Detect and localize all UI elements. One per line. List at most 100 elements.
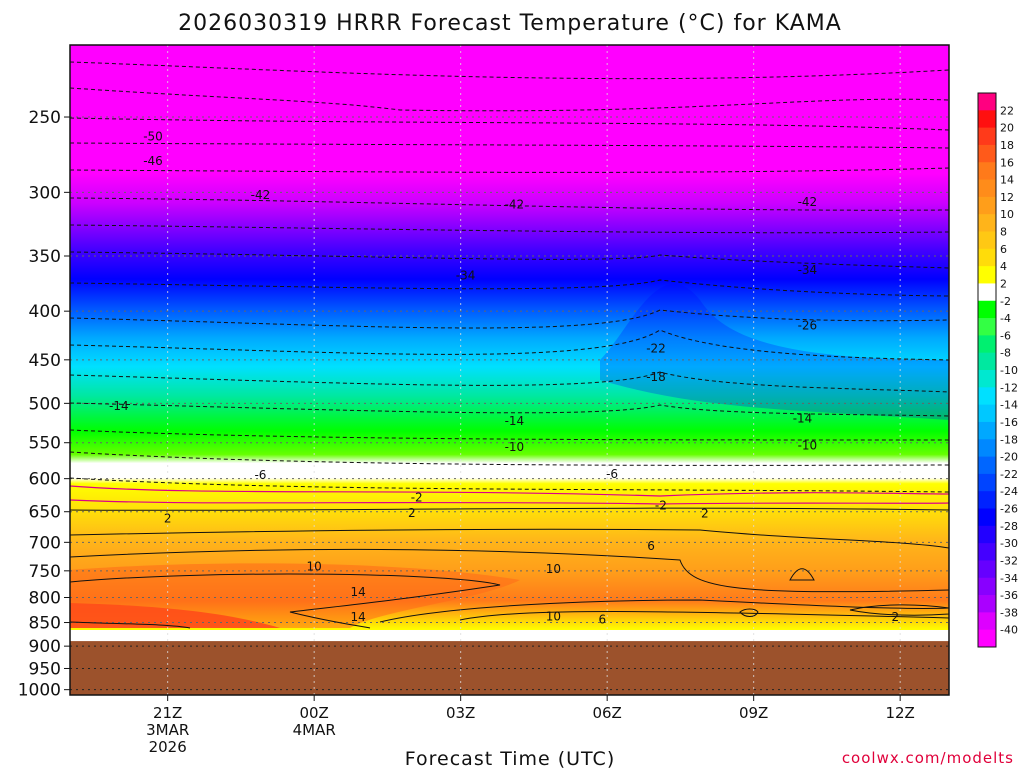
y-tick-label: 850 <box>29 614 61 634</box>
colorbar-label: -32 <box>1000 554 1018 567</box>
isotherm-label: 14 <box>350 585 365 599</box>
colorbar-label: -36 <box>1000 589 1018 602</box>
isotherm-label: 6 <box>647 539 655 553</box>
colorbar-swatch <box>978 300 996 319</box>
colorbar-swatch <box>978 93 996 111</box>
colorbar-swatch <box>978 352 996 371</box>
colorbar-swatch <box>978 439 996 457</box>
isotherm-line <box>69 548 950 593</box>
isotherm-line <box>69 573 501 629</box>
isotherm-line <box>69 507 950 511</box>
y-tick-label: 300 <box>29 183 61 203</box>
colorbar-swatch <box>978 370 996 388</box>
colorbar-label: -2 <box>1000 295 1011 308</box>
warm-layer-orange <box>70 563 520 628</box>
y-tick-label: 1000 <box>18 681 61 701</box>
y-tick-label: 700 <box>29 533 61 553</box>
colorbar-label: 16 <box>1000 156 1014 169</box>
colorbar-label: -10 <box>1000 364 1018 377</box>
colorbar-label: -20 <box>1000 451 1018 464</box>
plot-area: -50-46-42-42 -42-34 -34-26-22-18-14-14 -14-… <box>69 44 950 696</box>
colorbar-frame <box>977 92 997 648</box>
vertical-gridlines <box>167 45 901 695</box>
x-tick-label: 00Z <box>299 704 328 722</box>
isotherm-line <box>69 197 950 211</box>
isotherm-line <box>379 599 950 623</box>
isotherm-line <box>69 309 950 329</box>
colorbar-label: -26 <box>1000 503 1018 516</box>
isotherm-label: -6 <box>606 467 618 481</box>
colorbar-swatch <box>978 577 996 596</box>
colorbar-swatch <box>978 231 996 250</box>
colorbar-swatch <box>978 266 996 284</box>
colorbar-swatch <box>978 560 996 579</box>
isotherm-labels: -50-46-42-42 -42-34 -34-26-22-18-14-14 -14-… <box>109 129 899 626</box>
isotherm-label: -10 <box>798 439 818 453</box>
isotherm-line <box>69 87 950 112</box>
isotherm-label: -2 <box>411 490 423 504</box>
colorbar-label: -28 <box>1000 520 1018 533</box>
isotherm-label: -14 <box>505 414 525 428</box>
isotherm-line <box>69 528 950 549</box>
colorbar-swatch <box>978 421 996 440</box>
isotherm-zero-line <box>69 499 950 505</box>
colorbar-swatch <box>978 404 996 423</box>
x-tick-label: 09Z <box>739 704 768 722</box>
isotherm-line <box>739 608 759 617</box>
isotherm-label: -14 <box>109 399 129 413</box>
colorbar-label: -34 <box>1000 572 1018 585</box>
colorbar-label: 8 <box>1000 226 1007 239</box>
colorbar-swatch <box>978 196 996 215</box>
y-tick-label: 800 <box>29 588 61 608</box>
colorbar-label: 14 <box>1000 174 1014 187</box>
isotherm-label: -46 <box>143 154 163 168</box>
colorbar-label: -22 <box>1000 468 1018 481</box>
isotherm-label: 10 <box>546 610 561 624</box>
isotherm-label: 2 <box>701 507 709 521</box>
x-tick-label: 3MAR <box>146 721 189 739</box>
x-tick-label: 06Z <box>592 704 621 722</box>
isotherm-line <box>69 402 950 417</box>
y-tick-label: 900 <box>29 637 61 657</box>
isotherm-label: -22 <box>646 342 666 356</box>
isotherm-label: -10 <box>505 440 525 454</box>
colorbar-label: 12 <box>1000 191 1014 204</box>
y-tick-label: 500 <box>29 394 61 414</box>
isotherm-line <box>69 621 191 629</box>
colorbar-swatch <box>978 110 996 129</box>
colorbar-label: -12 <box>1000 381 1018 394</box>
colorbar-swatch <box>978 456 996 475</box>
colorbar-swatch <box>978 179 996 198</box>
isotherm-label: 2 <box>408 506 416 520</box>
isotherm-line <box>69 371 950 393</box>
isotherm-label: -34 <box>798 263 818 277</box>
isotherm-label: 2 <box>164 512 172 526</box>
x-tick-label: 2026 <box>149 738 187 756</box>
colorbar-swatch <box>978 595 996 613</box>
colorbar-label: -16 <box>1000 416 1018 429</box>
y-tick-label: 650 <box>29 503 61 523</box>
colorbar-swatch <box>978 612 996 631</box>
isotherm-label: -42 <box>798 195 818 209</box>
y-tick-label: 750 <box>29 562 61 582</box>
isotherm-label: -50 <box>143 129 163 143</box>
isotherm-line <box>69 117 950 131</box>
isotherm-line <box>69 61 950 80</box>
isotherm-line <box>69 329 950 361</box>
colorbar-swatch <box>978 318 996 336</box>
colorbar-label: 10 <box>1000 208 1014 221</box>
colorbar-swatch <box>978 473 996 492</box>
isotherm-line <box>69 429 950 441</box>
colorbar-swatch <box>978 248 996 267</box>
isotherm-line <box>69 477 950 493</box>
colorbar-swatch <box>978 387 996 406</box>
colorbar-swatch <box>978 214 996 232</box>
x-tick-label: 21Z <box>153 704 182 722</box>
isotherm-label: -14 <box>793 412 813 426</box>
colorbar-swatch <box>978 543 996 561</box>
colorbar-label: -38 <box>1000 606 1018 619</box>
isotherm-label: -34 <box>456 269 476 283</box>
colorbar-label: -18 <box>1000 433 1018 446</box>
isotherm-label: 10 <box>546 562 561 576</box>
